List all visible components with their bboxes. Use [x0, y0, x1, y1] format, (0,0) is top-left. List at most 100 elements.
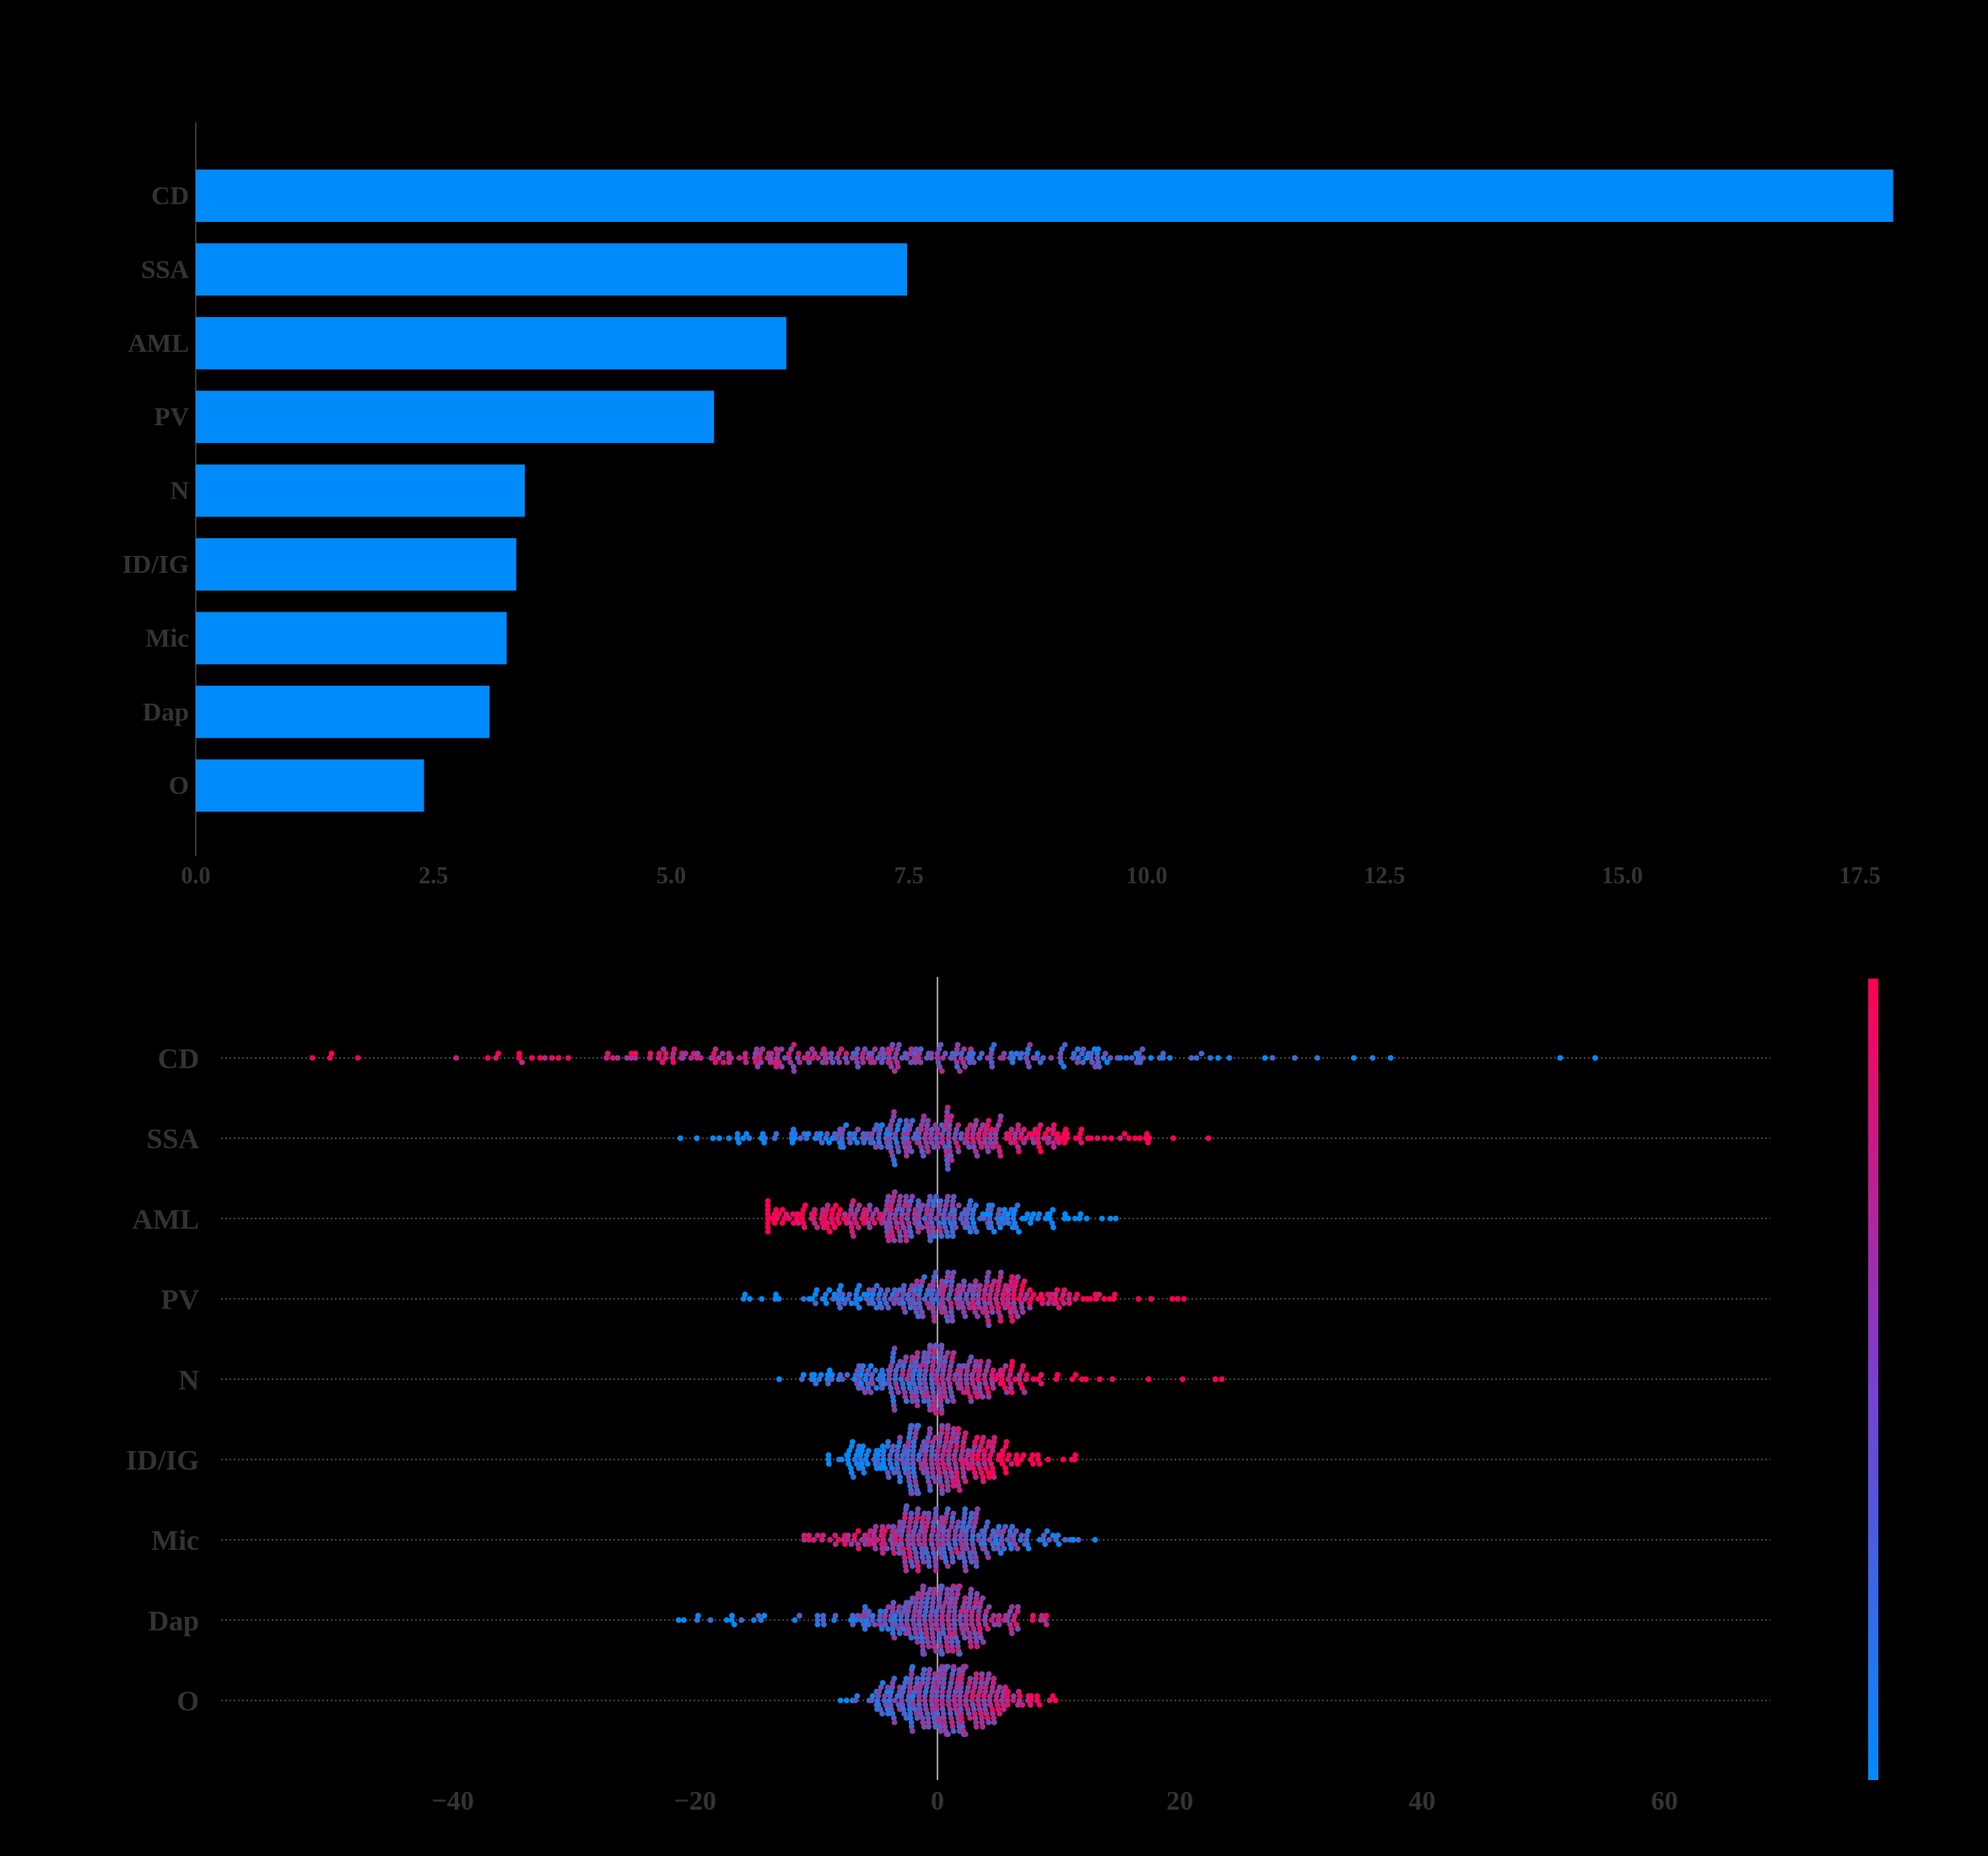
- swarm-point-aml: [951, 1206, 958, 1213]
- swarm-point-mic: [855, 1528, 862, 1535]
- swarm-point-o: [945, 1697, 952, 1703]
- swarm-point-id-ig: [910, 1465, 916, 1471]
- swarm-point-o: [973, 1724, 980, 1730]
- swarm-point-cd: [953, 1046, 960, 1052]
- swarm-point-n: [972, 1389, 979, 1395]
- swarm-point-pv: [977, 1282, 983, 1289]
- swarm-point-mic: [930, 1524, 937, 1530]
- swarm-point-cd: [916, 1055, 921, 1061]
- swarm-point-pv: [996, 1308, 1002, 1315]
- swarm-point-o: [914, 1675, 921, 1681]
- swarm-point-pv: [1008, 1314, 1014, 1319]
- swarm-point-ssa: [986, 1118, 992, 1124]
- swarm-point-id-ig: [937, 1438, 943, 1445]
- swarm-point-o: [939, 1693, 946, 1699]
- swarm-point-aml: [915, 1202, 921, 1209]
- swarm-point-ssa: [888, 1126, 894, 1133]
- swarm-point-cd: [1314, 1055, 1321, 1061]
- swarm-point-pv: [1018, 1292, 1024, 1298]
- swarm-point-dap: [951, 1612, 958, 1619]
- swarm-point-dap: [991, 1621, 997, 1627]
- swarm-point-aml: [903, 1198, 909, 1204]
- swarm-point-dap: [1004, 1617, 1010, 1623]
- swarm-point-pv: [930, 1308, 937, 1315]
- swarm-point-o: [939, 1702, 946, 1708]
- swarm-point-dap: [862, 1604, 868, 1611]
- swarm-point-n: [906, 1380, 912, 1387]
- swarm-point-dap: [939, 1617, 945, 1623]
- swarm-point-o: [1034, 1697, 1040, 1703]
- swarm-point-dap: [937, 1643, 944, 1649]
- swarm-point-aml: [999, 1216, 1005, 1222]
- swarm-point-mic: [896, 1524, 903, 1530]
- swarm-point-o: [907, 1680, 914, 1686]
- swarm-point-n: [899, 1380, 906, 1387]
- swarm-point-aml: [894, 1224, 900, 1231]
- swarm-point-mic: [949, 1554, 956, 1561]
- swarm-point-id-ig: [846, 1448, 852, 1454]
- swarm-point-dap: [944, 1643, 950, 1649]
- swarm-point-aml: [888, 1206, 894, 1213]
- swarm-point-pv: [954, 1300, 960, 1307]
- swarm-point-ssa: [983, 1126, 990, 1133]
- swarm-point-aml: [908, 1198, 914, 1204]
- swarm-point-cd: [796, 1050, 802, 1057]
- swarm-point-aml: [841, 1211, 848, 1217]
- swarm-point-o: [923, 1684, 930, 1691]
- swarm-point-ssa: [1064, 1135, 1070, 1141]
- swarm-point-aml: [1112, 1216, 1119, 1222]
- swarm-point-o: [958, 1706, 964, 1713]
- swarm-point-ssa: [801, 1130, 808, 1137]
- swarm-point-aml: [951, 1220, 958, 1226]
- swarm-point-mic: [911, 1546, 918, 1551]
- swarm-point-id-ig: [918, 1460, 925, 1467]
- swarm-point-mic: [959, 1541, 964, 1547]
- swarm-point-pv: [813, 1287, 820, 1293]
- swarm-point-id-ig: [928, 1456, 935, 1463]
- swarm-point-pv: [876, 1292, 883, 1298]
- swarm-point-cd: [917, 1059, 924, 1066]
- swarm-point-ssa: [818, 1130, 824, 1137]
- swarm-point-aml: [926, 1198, 932, 1204]
- swarm-point-ssa: [1050, 1140, 1056, 1146]
- swarm-point-dap: [918, 1600, 925, 1605]
- swarm-point-cd: [886, 1050, 893, 1057]
- swarm-point-aml: [980, 1211, 986, 1217]
- swarm-point-n: [1008, 1380, 1014, 1387]
- swarm-point-ssa: [839, 1135, 845, 1141]
- swarm-point-id-ig: [985, 1470, 991, 1476]
- swarm-point-o: [947, 1710, 953, 1717]
- swarm-point-n: [926, 1402, 932, 1409]
- swarm-point-mic: [980, 1532, 987, 1539]
- swarm-point-pv: [959, 1287, 966, 1293]
- swarm-point-dap: [931, 1590, 937, 1597]
- swarm-point-n: [868, 1376, 875, 1383]
- swarm-point-dap: [962, 1595, 969, 1601]
- swarm-point-o: [964, 1706, 971, 1713]
- swarm-point-cd: [1104, 1059, 1110, 1066]
- swarm-point-n: [909, 1354, 916, 1361]
- swarm-point-mic: [983, 1524, 990, 1530]
- swarm-point-dap: [890, 1600, 897, 1605]
- swarm-point-dap: [977, 1604, 983, 1611]
- swarm-point-ssa: [873, 1122, 880, 1128]
- swarm-point-mic: [910, 1541, 916, 1547]
- swarm-point-dap: [940, 1630, 947, 1637]
- swarm-point-dap: [751, 1617, 757, 1623]
- swarm-point-cd: [871, 1059, 878, 1066]
- swarm-point-dap: [944, 1590, 950, 1597]
- swarm-point-dap: [927, 1612, 934, 1619]
- swarm-point-o: [949, 1671, 956, 1677]
- swarm-point-ssa: [943, 1152, 950, 1159]
- swarm-point-pv: [919, 1308, 925, 1315]
- swarm-point-o: [963, 1664, 969, 1670]
- swarm-point-o: [1000, 1702, 1007, 1708]
- swarm-point-aml: [829, 1206, 836, 1213]
- swarm-point-ssa: [970, 1130, 976, 1137]
- swarm-point-n: [984, 1384, 991, 1391]
- swarm-point-mic: [921, 1510, 927, 1517]
- swarm-point-pv: [945, 1270, 951, 1276]
- swarm-point-cd: [309, 1055, 316, 1061]
- swarm-point-ssa: [925, 1118, 932, 1124]
- swarm-point-mic: [845, 1532, 851, 1539]
